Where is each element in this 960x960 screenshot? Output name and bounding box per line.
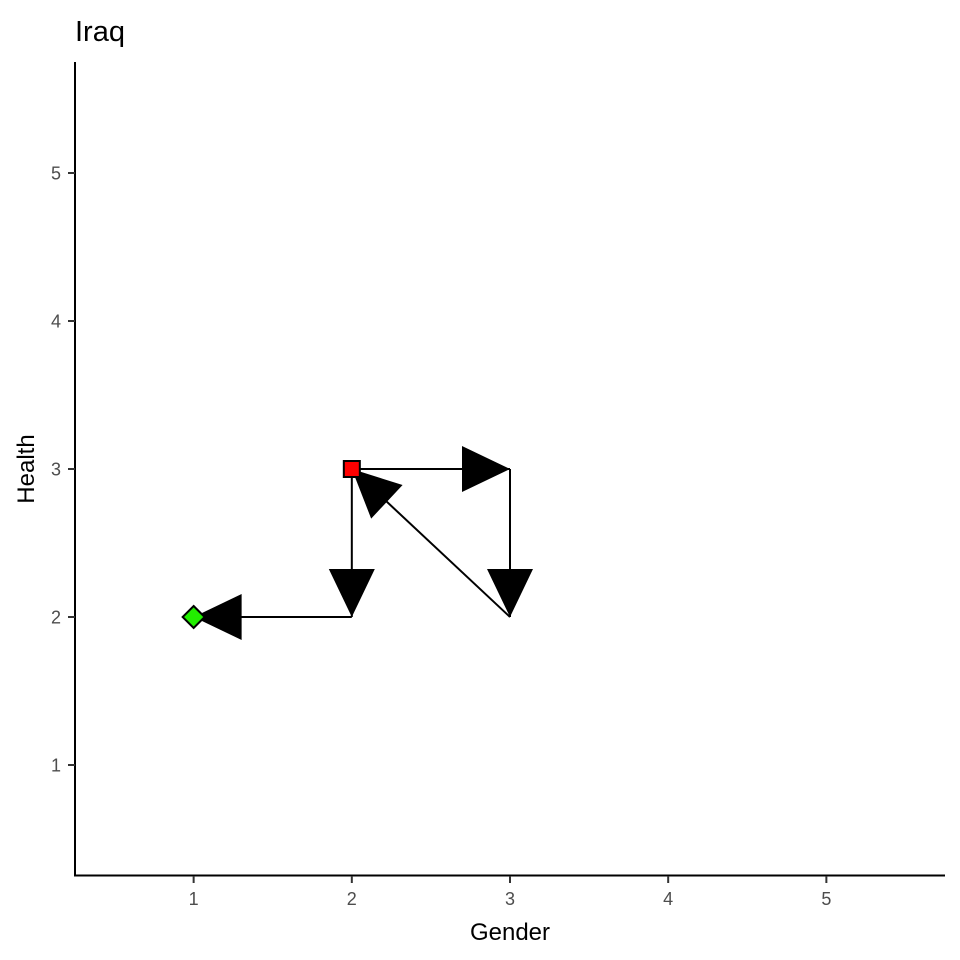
path-arrowhead	[487, 569, 533, 617]
x-tick-label: 1	[189, 889, 199, 909]
chart-title: Iraq	[75, 16, 125, 48]
y-axis-title: Health	[13, 434, 40, 503]
x-axis-title: Gender	[470, 919, 550, 946]
path-arrowhead	[193, 594, 242, 640]
x-tick-label: 3	[505, 889, 515, 909]
x-tick-label: 4	[663, 889, 673, 909]
path-arrowhead	[328, 569, 375, 617]
y-tick-label: 5	[51, 164, 61, 184]
x-axis-ticks: 1 2 3 4 5	[189, 876, 831, 909]
y-tick-label: 1	[51, 756, 61, 776]
path-arrowhead	[462, 446, 510, 492]
markers	[181, 460, 361, 630]
end-marker-diamond	[181, 604, 207, 630]
y-tick-label: 3	[51, 460, 61, 480]
y-axis-ticks: 1 2 3 4 5	[51, 164, 75, 776]
y-tick-label: 4	[51, 312, 61, 332]
path-segments	[193, 446, 533, 640]
x-tick-label: 5	[821, 889, 831, 909]
y-tick-label: 2	[51, 608, 61, 628]
start-marker-square	[342, 460, 361, 478]
x-tick-label: 2	[347, 889, 357, 909]
path-arrowhead	[351, 469, 403, 519]
